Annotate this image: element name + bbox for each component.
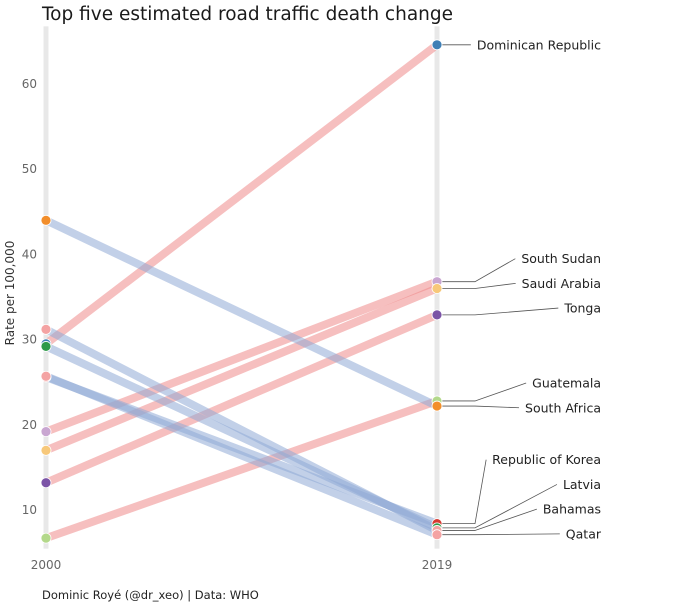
y-tick-label: 10 [22,503,37,517]
label-dominican-republic: Dominican Republic [477,37,601,52]
point-south-africa-2019 [431,400,443,412]
point-guatemala-2000 [40,532,52,544]
label-guatemala: Guatemala [532,376,601,391]
label-bahamas: Bahamas [543,502,601,517]
chart-title: Top five estimated road traffic death ch… [41,4,453,25]
x-tick-label: 2000 [31,558,62,572]
series-line-dominican-republic [42,40,441,348]
series-lines [42,40,441,543]
leader-line-south-africa [441,405,520,409]
y-axis-label: Rate per 100,000 [3,241,17,346]
series-line-saudi-arabia [42,284,441,455]
y-tick-label: 60 [22,77,37,91]
leader-line-south-sudan [441,258,516,283]
x-tick-label: 2019 [422,558,453,572]
point-dominican-republic-2019 [431,39,443,51]
leader-line-guatemala [441,382,527,402]
series-labels: Dominican Republic South Sudan Saudi Arabi… [477,37,602,541]
point-tonga-2019 [431,309,443,321]
point-tonga-2000 [40,477,52,489]
point-saudi-arabia-2019 [431,283,443,294]
series-line-tonga [42,310,441,487]
point-qatar-2019 [431,529,443,541]
leader-line-saudi-arabia [441,282,516,289]
chart-caption: Dominic Royé (@dr_xeo) | Data: WHO [42,588,259,602]
point-bahamas-2000 [40,323,52,335]
series-line-south-africa [42,216,441,411]
label-tonga: Tonga [563,301,601,316]
label-south-africa: South Africa [525,400,601,415]
point-qatar-2000 [40,370,52,382]
leader-line-bahamas [441,508,537,531]
point-saudi-arabia-2000 [40,444,52,456]
y-tick-label: 50 [22,162,37,176]
y-tick-label: 40 [22,247,37,261]
y-axis-ticks: 10 20 30 40 50 60 [22,77,37,517]
y-tick-label: 30 [22,333,37,347]
leader-line-latvia [441,484,558,529]
series-line-guatemala [42,396,441,543]
series-line-bahamas [42,325,441,535]
series-line-qatar [42,372,441,539]
label-latvia: Latvia [563,477,601,492]
label-leader-lines [441,44,560,536]
point-south-sudan-2000 [40,426,52,438]
label-saudi-arabia: Saudi Arabia [522,276,601,291]
point-latvia-2000 [40,341,52,352]
label-republic-of-korea: Republic of Korea [492,452,601,467]
x-axis-ticks: 2000 2019 [31,558,453,572]
leader-line-republic-of-korea [441,459,487,525]
y-tick-label: 20 [22,418,37,432]
point-south-africa-2000 [40,214,52,226]
leader-line-qatar [441,533,560,536]
series-points [40,39,443,544]
label-south-sudan: South Sudan [521,251,601,266]
leader-line-tonga [441,307,559,316]
label-qatar: Qatar [566,526,602,541]
